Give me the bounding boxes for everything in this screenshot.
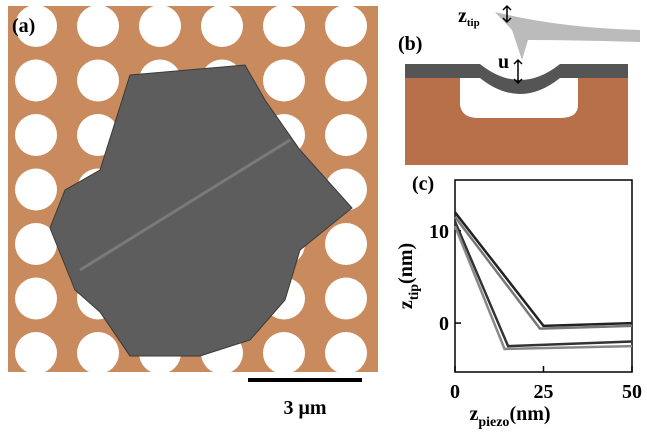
hole — [325, 223, 367, 265]
y-label-main: z — [395, 300, 417, 309]
panel-label: (c) — [412, 173, 434, 195]
x-label-unit: (nm) — [509, 403, 550, 425]
hole — [325, 277, 367, 320]
hole — [325, 5, 367, 47]
x-tick-label: 25 — [534, 381, 554, 403]
hole — [15, 59, 57, 102]
x-axis-label: zpiezo(nm) — [469, 403, 550, 430]
y-tick-label: 0 — [439, 313, 449, 335]
plot-area — [453, 211, 633, 372]
hole — [77, 5, 119, 47]
hole — [263, 5, 305, 47]
hole — [325, 332, 367, 374]
hole — [15, 168, 57, 211]
tip-label-main: z — [458, 5, 467, 27]
hole — [325, 114, 367, 156]
tip-arrow — [502, 4, 512, 24]
hole — [15, 114, 57, 156]
tip-label-sub: tip — [467, 17, 480, 29]
flake-fold — [79, 138, 291, 272]
hole — [15, 277, 57, 320]
u-arrow — [513, 58, 523, 85]
membrane — [405, 64, 628, 94]
x-tick-label: 0 — [450, 381, 460, 403]
hole — [15, 332, 57, 374]
hole — [15, 223, 57, 265]
hole — [201, 5, 243, 47]
tip-label: ztip — [458, 5, 480, 29]
scale-bar-label: 3 μm — [284, 397, 327, 419]
curve — [454, 211, 633, 328]
y-label-sub: tip — [407, 284, 422, 301]
panel-label: (b) — [398, 33, 422, 55]
x-tick-label: 50 — [622, 381, 642, 403]
u-label: u — [498, 51, 509, 73]
curve — [454, 216, 633, 330]
y-axis-label: ztip(nm) — [395, 243, 422, 309]
hole — [263, 59, 305, 102]
y-label-unit: (nm) — [395, 243, 417, 284]
hole — [77, 59, 119, 102]
hole — [77, 332, 119, 374]
x-label-main: z — [469, 403, 478, 425]
y-tick-label: 10 — [429, 221, 449, 243]
hole — [15, 5, 57, 47]
panel-label: (a) — [12, 15, 35, 37]
hole — [139, 5, 181, 47]
hole — [263, 332, 305, 374]
x-label-sub: piezo — [478, 415, 509, 430]
curve — [453, 225, 633, 351]
afm-tip — [495, 12, 640, 60]
hole — [325, 59, 367, 102]
graphene-flake — [49, 64, 353, 357]
curve — [453, 221, 633, 348]
well — [460, 78, 578, 118]
